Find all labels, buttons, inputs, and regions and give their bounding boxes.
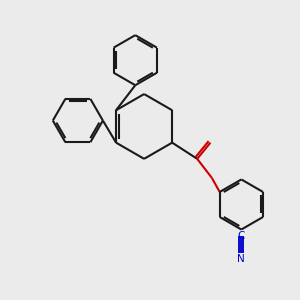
Text: C: C bbox=[238, 231, 245, 241]
Text: N: N bbox=[238, 254, 245, 264]
